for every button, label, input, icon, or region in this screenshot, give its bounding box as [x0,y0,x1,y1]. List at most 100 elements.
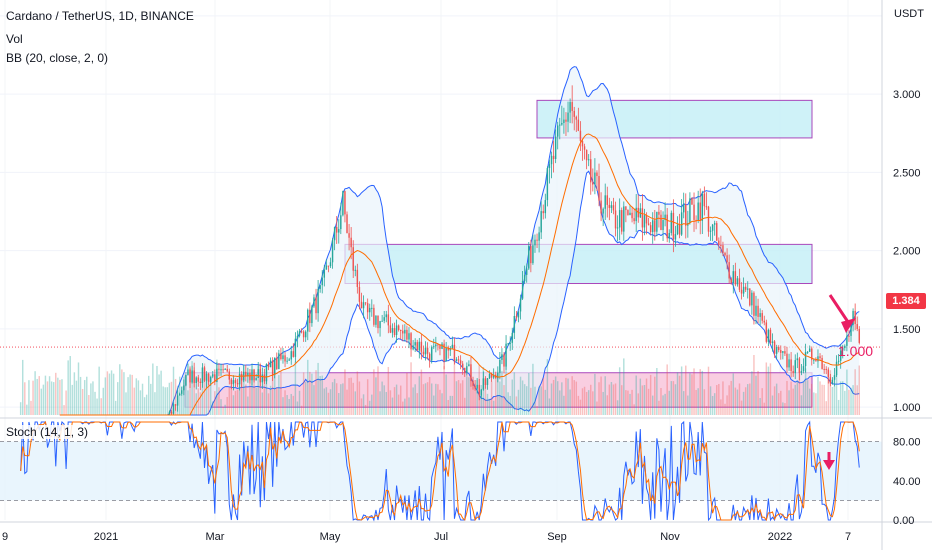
volume-bar [168,382,171,415]
volume-bar [28,380,30,415]
volume-bar [468,377,470,415]
candle-body [631,212,633,219]
volume-bar [651,395,654,415]
volume-bar [75,380,78,415]
candle-body [373,307,375,325]
candle-body [358,287,361,302]
candle-body [216,368,218,382]
volume-legend: Vol [6,32,23,46]
candle-body [292,351,295,357]
candle-body [716,223,718,241]
volume-bar [174,378,177,415]
candle-body [587,159,590,161]
candle-body [369,307,371,313]
volume-bar [156,365,158,415]
candle-body [546,167,549,201]
candle-body [742,286,745,294]
candle-body [689,198,691,224]
volume-bar [129,374,131,415]
candle-body [827,369,830,378]
candle-body [802,366,805,371]
candle-body [792,371,794,374]
volume-bar [143,397,146,415]
volume-bar [800,395,803,415]
candle-body [317,288,319,314]
volume-bar [740,400,743,415]
candle-body [414,342,416,346]
volume-bar [614,383,617,415]
volume-bar [48,376,51,415]
candle-body [538,232,540,241]
candle-body [391,328,394,333]
candle-body [618,210,621,228]
candle-body [645,215,648,224]
volume-bar [191,361,193,415]
volume-bar [34,371,36,415]
bollinger-basis [59,133,860,416]
candle-body [651,220,654,233]
volume-bar [451,395,454,415]
candle-body [577,119,580,131]
candle-body [740,289,743,294]
volume-bar [744,387,747,415]
volume-bar [26,404,28,415]
candle-body [616,227,619,229]
volume-bar [393,387,396,415]
price-tick-label: 1.500 [893,324,921,336]
price-tick-label: 2.000 [893,246,921,258]
volume-bar [618,367,621,415]
candle-body [383,317,385,321]
candle-body [249,372,251,381]
candle-body [711,224,714,231]
candle-body [255,377,257,381]
volume-bar [682,391,685,415]
candle-body [654,220,656,232]
volume-bar [228,387,231,415]
time-tick-label: Sep [547,531,567,543]
candle-body [470,364,472,382]
volume-bar [598,382,600,415]
candle-body [222,369,224,371]
volume-bar [511,379,513,415]
volume-bar [311,373,313,415]
candle-body [480,389,483,396]
candle-body [490,373,493,378]
volume-bar [333,378,336,415]
volume-bar [846,369,848,415]
volume-bar [852,385,854,415]
volume-bar [629,393,631,415]
candle-body [536,239,538,241]
candle-body [844,345,846,349]
candle-body [197,377,200,382]
volume-bar [763,402,765,415]
candle-body [856,324,858,330]
volume-bar [67,360,69,415]
candle-body [575,116,578,120]
volume-bar [705,406,708,415]
candle-body [604,195,606,209]
candle-body [621,210,623,232]
candle-body [428,353,431,361]
volume-bar [546,359,549,415]
volume-bar [104,377,107,415]
volume-bar [600,376,602,415]
volume-bar [484,383,487,415]
volume-bar [608,384,611,415]
candle-body [340,215,342,230]
candle-body [775,347,778,354]
candle-body [515,316,518,318]
volume-bar [697,388,699,415]
candle-body [240,373,243,381]
volume-bar [707,366,710,415]
candle-body [457,359,460,361]
candle-body [794,360,796,374]
volume-bar [245,384,247,415]
candle-body [854,310,856,325]
volume-bar [623,358,625,415]
candle-body [212,374,214,377]
volume-bar [833,385,836,415]
volume-bar [507,392,509,415]
candle-body [195,377,197,384]
